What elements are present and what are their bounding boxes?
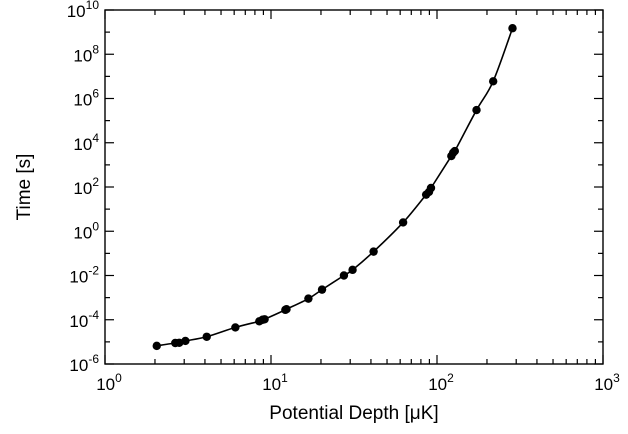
data-point — [282, 304, 291, 314]
y-tick-label: 104 — [73, 131, 99, 154]
y-axis-title: Time [s] — [14, 154, 35, 221]
data-point — [472, 105, 481, 115]
plot-frame — [104, 9, 604, 365]
x-tick-label: 103 — [594, 371, 620, 394]
data-point — [317, 285, 327, 294]
data-point — [488, 77, 498, 86]
data-point — [181, 336, 190, 346]
data-point — [398, 218, 408, 227]
y-tick-label: 102 — [73, 175, 99, 198]
y-tick-label: 106 — [73, 87, 99, 110]
data-point — [348, 265, 357, 275]
data-point — [426, 183, 436, 193]
x-tick-label: 101 — [262, 371, 288, 394]
data-point — [508, 24, 517, 33]
data-point — [339, 271, 349, 280]
y-tick-label: 100 — [73, 219, 99, 242]
y-tick-label: 10-4 — [69, 308, 99, 331]
data-point — [202, 332, 211, 341]
data-point — [304, 294, 313, 303]
series-line — [156, 27, 514, 347]
data-point — [231, 323, 240, 332]
y-tick-label: 10-6 — [69, 352, 99, 375]
y-tick-label: 1010 — [67, 0, 100, 21]
data-point — [450, 146, 459, 156]
data-point — [152, 341, 161, 351]
y-tick-label: 10-2 — [69, 264, 99, 287]
y-tick-label: 108 — [73, 42, 99, 65]
x-axis-title: Potential Depth [μK] — [269, 403, 438, 424]
x-tick-label: 100 — [96, 371, 122, 394]
data-point — [260, 315, 269, 324]
x-tick-label: 102 — [428, 371, 454, 394]
data-point — [369, 247, 378, 256]
